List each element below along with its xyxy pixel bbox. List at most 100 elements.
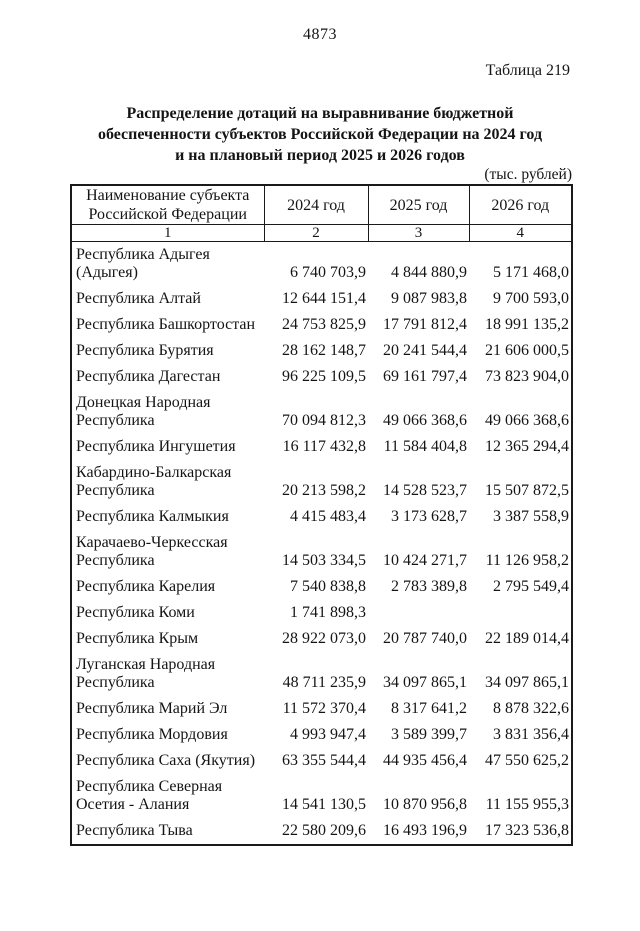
value-2026-cell: 17 323 536,8 (485, 822, 569, 839)
table-row: Республика Крым 28 922 073,0 20 787 740,… (71, 626, 572, 652)
column-number-cell: 3 (367, 224, 470, 242)
table-row: Республика Дагестан 96 225 109,5 69 161 … (71, 364, 572, 390)
value-2024-cell: 22 580 209,6 (282, 822, 366, 839)
title-line: обеспеченности субъектов Российской Феде… (97, 126, 543, 143)
subject-name-cell: Республика Башкортостан (76, 316, 256, 333)
value-2024-cell: 14 541 130,5 (282, 796, 366, 813)
table-header: Наименование субъекта Российской Федерац… (70, 184, 573, 242)
page-number: 4873 (303, 26, 337, 43)
value-2025-cell: 34 097 865,1 (383, 674, 467, 691)
value-2025-cell: 16 493 196,9 (383, 822, 467, 839)
value-2026-cell: 5 171 468,0 (493, 264, 569, 281)
subject-name-cell: Республика Карелия (76, 578, 216, 595)
subject-name-cell: Луганская Народная Республика (76, 656, 216, 691)
table-row: Республика Саха (Якутия) 63 355 544,4 44… (71, 748, 572, 774)
title-line: Распределение дотаций на выравнивание бю… (126, 105, 514, 122)
value-2024-cell: 48 711 235,9 (282, 674, 366, 691)
value-2026-cell: 2 795 549,4 (493, 578, 569, 595)
value-2024-cell: 7 540 838,8 (290, 578, 366, 595)
subject-name-cell: Кабардино-Балкарская Республика (76, 464, 232, 499)
value-2024-cell: 28 922 073,0 (282, 630, 366, 647)
subject-name-cell: Республика Адыгея (Адыгея) (76, 246, 210, 281)
value-2024-cell: 24 753 825,9 (282, 316, 366, 333)
subject-name-cell: Республика Калмыкия (76, 508, 229, 525)
subject-name-cell: Республика Мордовия (76, 726, 228, 743)
year-2025-column-header: 2025 год (367, 184, 470, 225)
table-row: Республика Мордовия 4 993 947,4 3 589 39… (71, 722, 572, 748)
table-row: Республика Башкортостан 24 753 825,9 17 … (71, 312, 572, 338)
value-2025-cell: 9 087 983,8 (391, 290, 467, 307)
subject-name-cell: Республика Бурятия (76, 342, 214, 359)
value-2024-cell: 28 162 148,7 (282, 342, 366, 359)
year-2026-column-header: 2026 год (468, 184, 573, 225)
value-2024-cell: 11 572 370,4 (282, 700, 366, 717)
value-2025-cell: 8 317 641,2 (391, 700, 467, 717)
column-number-cell: 1 (70, 224, 265, 242)
units-note: (тыс. рублей) (484, 166, 572, 183)
value-2025-cell: 20 787 740,0 (383, 630, 467, 647)
subject-name-cell: Республика Марий Эл (76, 700, 228, 717)
table-row: Республика Бурятия 28 162 148,7 20 241 5… (71, 338, 572, 364)
value-2026-cell: 11 126 958,2 (485, 552, 569, 569)
document-title: Распределение дотаций на выравнивание бю… (0, 103, 640, 166)
table-row: Республика Северная Осетия - Алания 14 5… (71, 774, 572, 818)
table-row: Донецкая Народная Республика 70 094 812,… (71, 390, 572, 434)
table-row: Кабардино-Балкарская Республика 20 213 5… (71, 460, 572, 504)
title-line: и на плановый период 2025 и 2026 годов (175, 147, 465, 164)
value-2025-cell (368, 600, 469, 626)
value-2025-cell: 69 161 797,4 (383, 368, 467, 385)
value-2024-cell: 20 213 598,2 (282, 482, 366, 499)
value-2025-cell: 10 424 271,7 (383, 552, 467, 569)
table-row: Республика Коми 1 741 898,3 (71, 600, 572, 626)
subject-name-cell: Республика Крым (76, 630, 199, 647)
value-2024-cell: 96 225 109,5 (282, 368, 366, 385)
subject-name-cell: Республика Тыва (76, 822, 193, 839)
value-2026-cell: 49 066 368,6 (485, 412, 569, 429)
value-2024-cell: 14 503 334,5 (282, 552, 366, 569)
table-row: Республика Калмыкия 4 415 483,4 3 173 62… (71, 504, 572, 530)
value-2025-cell: 10 870 956,8 (383, 796, 467, 813)
value-2026-cell: 18 991 135,2 (485, 316, 569, 333)
value-2026-cell: 34 097 865,1 (485, 674, 569, 691)
document-page: 4873 Таблица 219 Распределение дотаций н… (0, 26, 640, 931)
subject-name-cell: Республика Коми (76, 604, 195, 621)
value-2024-cell: 16 117 432,8 (282, 438, 366, 455)
value-2025-cell: 2 783 389,8 (391, 578, 467, 595)
table-row: Республика Карелия 7 540 838,8 2 783 389… (71, 574, 572, 600)
column-number-cell: 4 (468, 224, 573, 242)
year-2024-column-header: 2024 год (263, 184, 369, 225)
value-2026-cell: 3 387 558,9 (493, 508, 569, 525)
value-2025-cell: 11 584 404,8 (383, 438, 467, 455)
subject-name-cell: Карачаево-Черкесская Республика (76, 534, 228, 569)
value-2026-cell: 73 823 904,0 (485, 368, 569, 385)
table-row: Республика Марий Эл 11 572 370,4 8 317 6… (71, 696, 572, 722)
value-2026-cell: 11 155 955,3 (485, 796, 569, 813)
value-2026-cell: 8 878 322,6 (493, 700, 569, 717)
value-2025-cell: 49 066 368,6 (383, 412, 467, 429)
value-2026-cell: 21 606 000,5 (485, 342, 569, 359)
value-2024-cell: 4 993 947,4 (290, 726, 366, 743)
subject-name-cell: Донецкая Народная Республика (76, 394, 211, 429)
subsidy-distribution-table: Наименование субъекта Российской Федерац… (70, 184, 573, 846)
value-2024-cell: 12 644 151,4 (282, 290, 366, 307)
table-row: Карачаево-Черкесская Республика 14 503 3… (71, 530, 572, 574)
value-2025-cell: 3 589 399,7 (391, 726, 467, 743)
value-2025-cell: 20 241 544,4 (383, 342, 467, 359)
subject-column-header: Наименование субъекта Российской Федерац… (70, 184, 265, 225)
column-number-cell: 2 (263, 224, 369, 242)
table-row: Луганская Народная Республика 48 711 235… (71, 652, 572, 696)
value-2025-cell: 17 791 812,4 (383, 316, 467, 333)
value-2024-cell: 63 355 544,4 (282, 752, 366, 769)
subject-name-cell: Республика Северная Осетия - Алания (76, 778, 223, 813)
value-2025-cell: 14 528 523,7 (383, 482, 467, 499)
value-2025-cell: 4 844 880,9 (391, 264, 467, 281)
value-2024-cell: 1 741 898,3 (290, 604, 366, 621)
table-header-row: Наименование субъекта Российской Федерац… (70, 184, 573, 225)
value-2026-cell: 3 831 356,4 (493, 726, 569, 743)
subject-name-cell: Республика Дагестан (76, 368, 221, 385)
value-2026-cell: 9 700 593,0 (493, 290, 569, 307)
value-2026-cell: 12 365 294,4 (485, 438, 569, 455)
subject-name-cell: Республика Алтай (76, 290, 201, 307)
table-row: Республика Ингушетия 16 117 432,8 11 584… (71, 434, 572, 460)
table-row: Республика Тыва 22 580 209,6 16 493 196,… (71, 818, 572, 845)
